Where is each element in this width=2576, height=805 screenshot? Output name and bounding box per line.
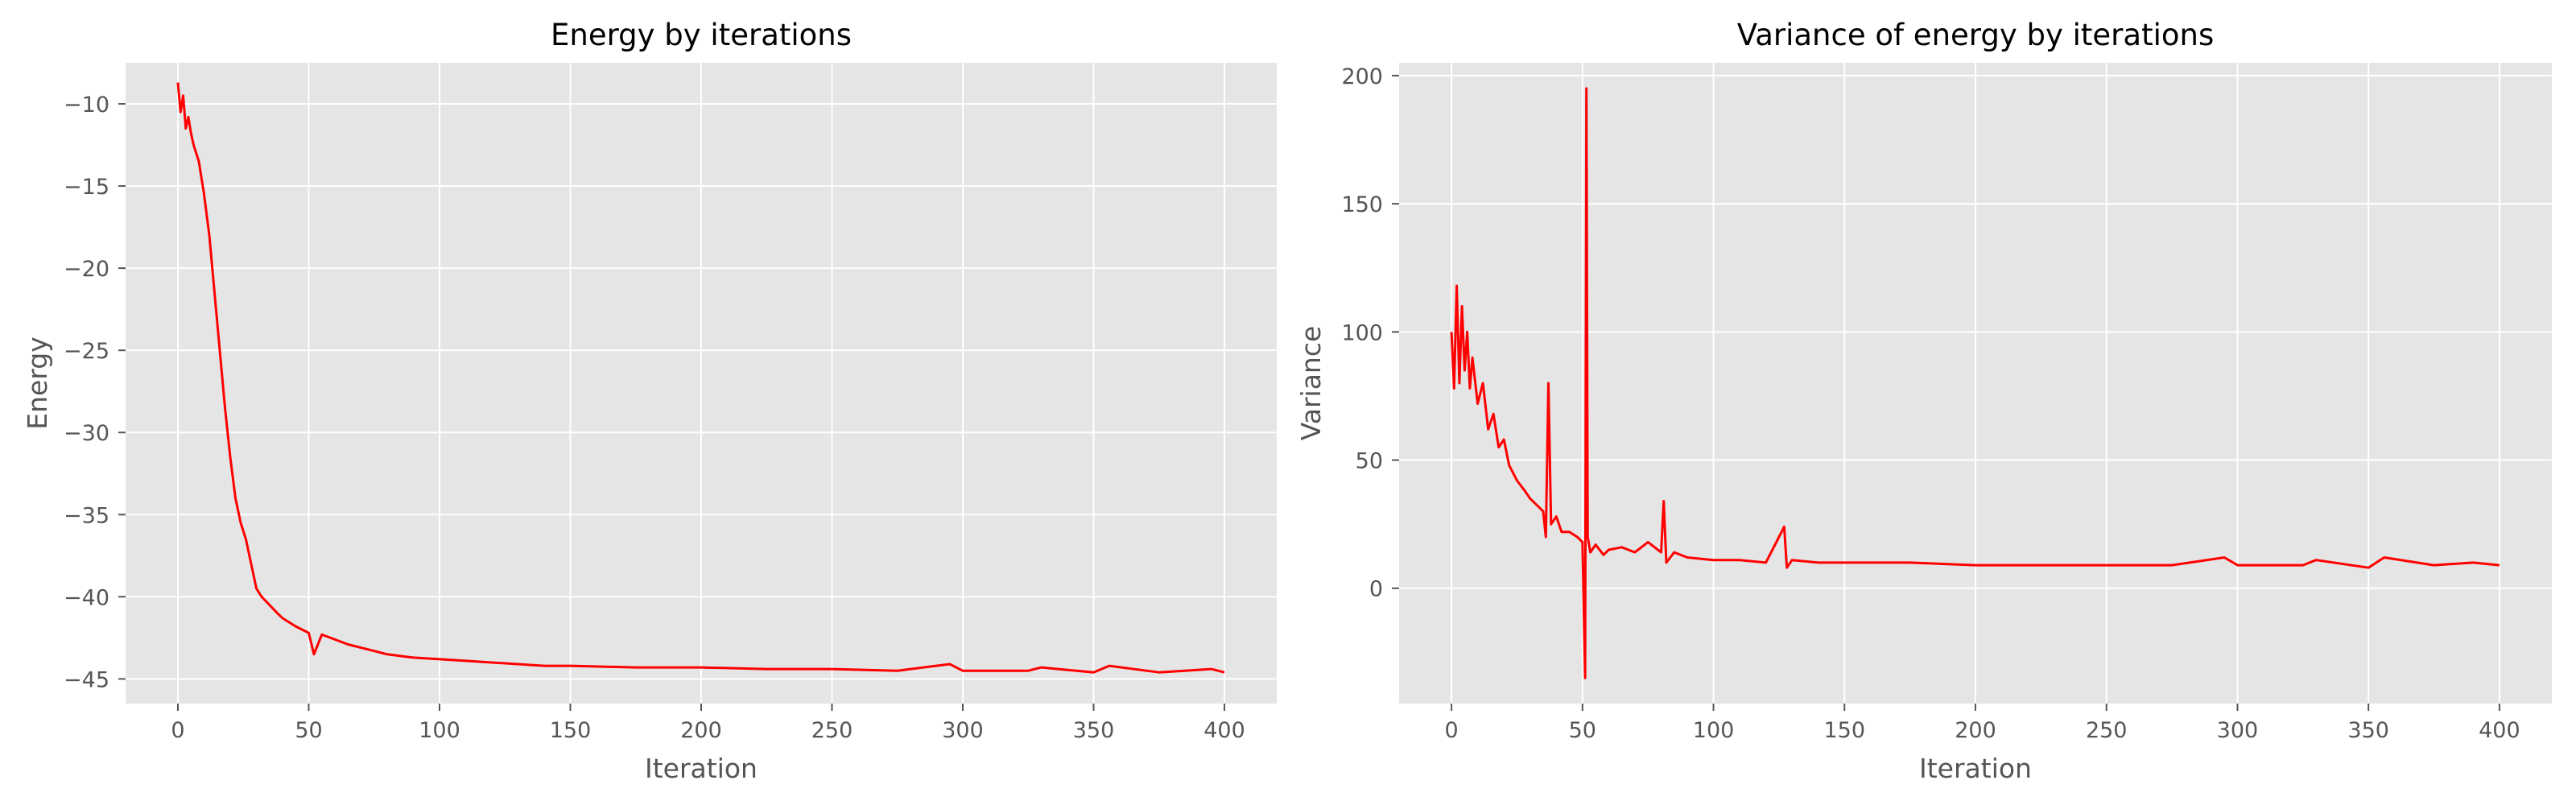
x-tick-label: 100 — [1693, 718, 1735, 743]
y-tick-label: −40 — [64, 585, 109, 610]
x-tick-label: 150 — [1823, 718, 1865, 743]
chart-title: Variance of energy by iterations — [1737, 18, 2214, 52]
x-tick-label: 400 — [1203, 718, 1245, 743]
x-tick-label: 50 — [295, 718, 322, 743]
x-tick-label: 200 — [1955, 718, 1996, 743]
energy-chart: 0 50 100 150 200 250 300 350 400 −45 −40 −35 −30 −25 −… — [22, 18, 1277, 784]
series-line — [1450, 87, 2500, 679]
y-tick-label: −15 — [64, 175, 109, 200]
y-tick-label: −25 — [64, 339, 109, 364]
y-tick-label: 150 — [1341, 192, 1383, 217]
chart-title: Energy by iterations — [551, 18, 852, 52]
x-tick-label: 50 — [1569, 718, 1596, 743]
y-tick-label: 200 — [1341, 64, 1383, 89]
x-tick-label: 300 — [2217, 718, 2259, 743]
x-tick-label: 0 — [1444, 718, 1458, 743]
x-tick-label: 100 — [419, 718, 460, 743]
x-tick-label: 250 — [811, 718, 853, 743]
variance-chart: 0 50 100 150 200 250 300 350 400 0 50 100 150 200 Vari… — [1295, 18, 2552, 784]
y-tick-label: −20 — [64, 257, 109, 282]
y-axis-label: Variance — [1295, 326, 1327, 441]
y-tick-label: −35 — [64, 503, 109, 528]
y-tick-label: −45 — [64, 667, 109, 692]
y-axis-label: Energy — [22, 336, 53, 430]
x-tick-label: 350 — [2347, 718, 2389, 743]
x-axis-label: Iteration — [1919, 753, 2032, 784]
x-tick-label: 200 — [680, 718, 722, 743]
series-line — [176, 82, 1225, 674]
y-tick-label: 50 — [1356, 449, 1383, 474]
x-tick-label: 350 — [1073, 718, 1115, 743]
y-tick-label: 100 — [1341, 320, 1383, 345]
x-axis-label: Iteration — [645, 753, 758, 784]
x-tick-label: 150 — [550, 718, 592, 743]
x-tick-label: 400 — [2479, 718, 2520, 743]
y-tick-label: −10 — [64, 93, 109, 118]
y-tick-label: −30 — [64, 421, 109, 446]
x-tick-label: 0 — [171, 718, 184, 743]
x-tick-label: 250 — [2086, 718, 2128, 743]
x-tick-label: 300 — [942, 718, 984, 743]
y-tick-label: 0 — [1369, 577, 1383, 602]
